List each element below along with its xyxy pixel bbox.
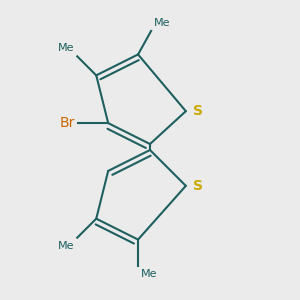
Text: S: S	[193, 104, 203, 118]
Text: Me: Me	[58, 241, 74, 251]
Text: Me: Me	[141, 269, 158, 279]
Text: Me: Me	[154, 18, 171, 28]
Text: Br: Br	[60, 116, 75, 130]
Text: Me: Me	[58, 44, 74, 53]
Text: S: S	[193, 179, 203, 193]
